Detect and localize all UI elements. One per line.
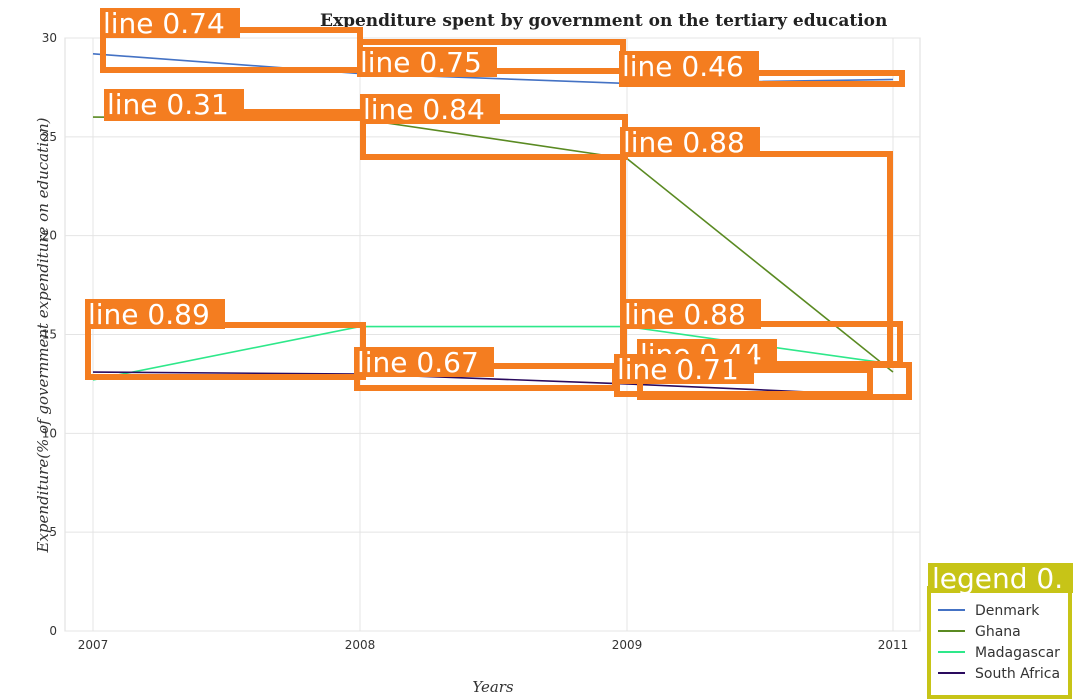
x-tick-label: 2011 [878,638,909,652]
x-tick-label: 2007 [78,638,109,652]
detection-box [85,322,366,380]
legend-entry: Ghana [975,624,1021,640]
legend-entry: South Africa [975,666,1060,682]
y-axis-label: Expenditure(% of government expenditure … [34,117,52,553]
x-tick-label: 2008 [345,638,376,652]
y-tick-label: 10 [42,426,57,440]
detection-label-bg [85,299,225,329]
detection-label: line 0.84 [363,93,485,126]
detection-label: line 0.88 [624,298,746,331]
detection-label-bg [620,127,760,157]
detection-label: line 0.31 [107,88,229,121]
legend-entry: Madagascar [975,645,1060,661]
y-tick-labels: 0 5 10 15 20 25 30 [42,31,57,638]
x-tick-labels: 2007 2008 2009 2011 [78,638,909,652]
y-tick-label: 0 [49,624,57,638]
legend: Denmark Ghana Madagascar South Africa legend… [927,562,1073,699]
detection-label: line 0.71 [617,353,739,386]
y-tick-label: 15 [42,328,57,342]
detection-overlay: line 0.74 line 0.75 line 0.46 line 0.31 line… [85,7,912,400]
chart-title: Expenditure spent by government on the t… [320,11,887,31]
legend-entry: Denmark [975,603,1040,619]
detection-label: line 0.75 [360,46,482,79]
x-axis-label: Years [472,678,514,696]
detection-label: line 0.67 [357,346,479,379]
legend-detection-label: legend 0. [932,562,1063,595]
detection-label-bg [100,8,240,38]
series-line-south-africa [92,371,894,397]
x-tick-label: 2009 [612,638,643,652]
detection-label-bg [619,51,759,81]
y-tick-label: 30 [42,31,57,45]
detection-label-bg [354,347,494,377]
grid [64,37,921,632]
y-tick-label: 20 [42,229,57,243]
detection-label-bg [357,47,497,77]
detection-label-bg [614,354,754,384]
detection-label-bg [104,89,244,119]
y-tick-label: 5 [49,525,57,539]
legend-detection-label-bg [928,563,1073,593]
detection-label: line 0.88 [623,126,745,159]
detection-label: line 0.46 [622,50,744,83]
detection-label: line 0.89 [88,298,210,331]
detection-box [620,151,893,367]
detection-label-bg [621,299,761,329]
y-tick-label: 25 [42,130,57,144]
detection-label-bg [360,94,500,124]
detection-label: line 0.74 [103,7,225,40]
